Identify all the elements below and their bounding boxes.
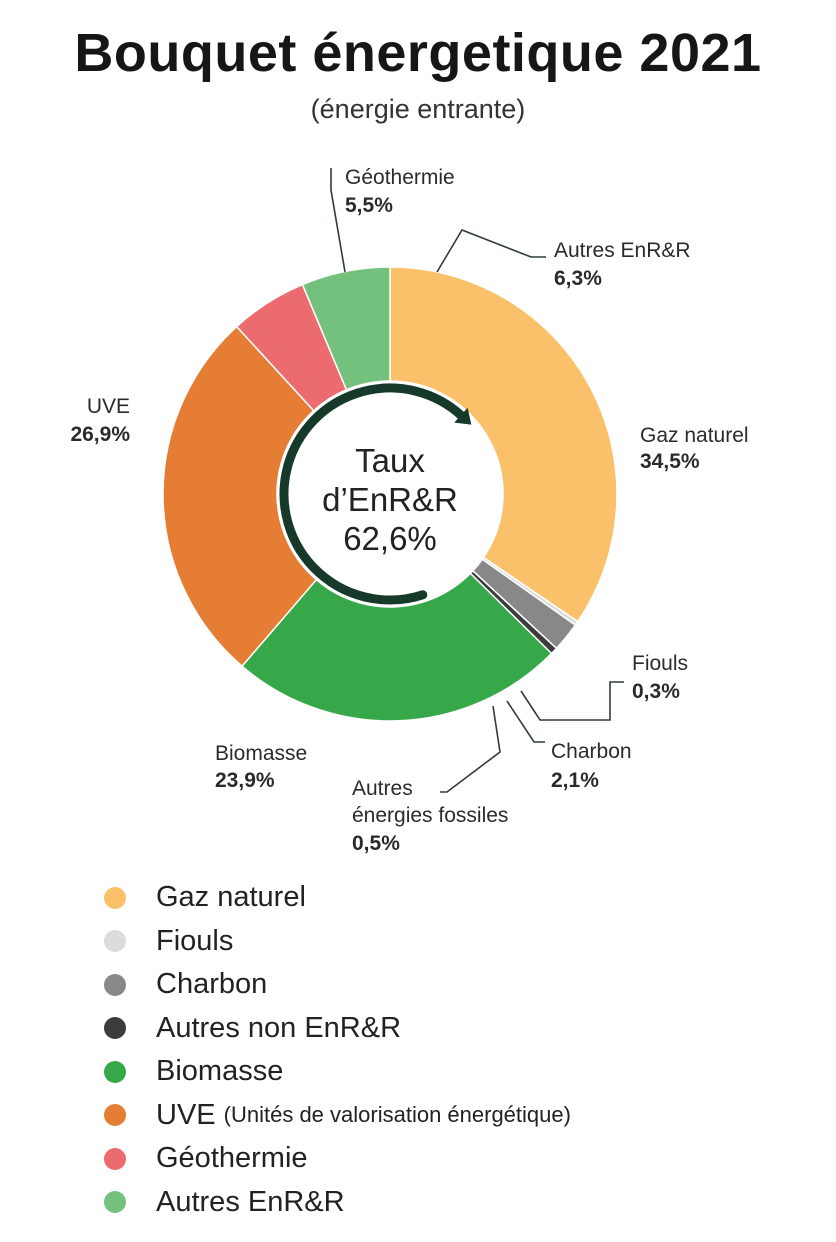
legend-label: Autres non EnR&R [156, 1011, 402, 1044]
legend-swatch [104, 1147, 126, 1170]
legend-label: UVE [156, 1098, 216, 1131]
legend-label: Gaz naturel [156, 881, 306, 914]
label-gaz-label: 34,5% [640, 450, 700, 473]
donut-slices [162, 266, 618, 722]
donut-chart: Gaz naturel 34,5% Fiouls 0,3% Charbon 2,1% Aut… [70, 166, 748, 855]
label-gaz-name: Gaz naturel [640, 424, 749, 447]
legend-item: Biomasse [104, 1050, 571, 1094]
label-autres_fossiles-name2: énergies fossiles [352, 804, 508, 827]
label-autres_enr-label: 6,3% [554, 267, 602, 290]
legend-swatch [104, 886, 126, 909]
legend-swatch [104, 1191, 126, 1214]
label-geo-name: Géothermie [345, 166, 455, 189]
renewable-share-arc [279, 383, 466, 605]
legend-swatch [104, 1060, 126, 1083]
legend-sublabel: (Unités de valorisation énergétique) [223, 1102, 571, 1128]
label-autres_fossiles-label: 0,5% [352, 832, 400, 855]
label-geo-label: 5,5% [345, 194, 393, 217]
label-autres_enr-name: Autres EnR&R [554, 239, 691, 262]
legend: Gaz naturel Fiouls Charbon Autres non EnR&R… [104, 876, 571, 1224]
chart-subtitle: (énergie entrante) [310, 94, 526, 124]
center-line-2: d’EnR&R [322, 481, 458, 518]
legend-label: Fiouls [156, 924, 234, 957]
center-line-1: Taux [355, 442, 425, 479]
label-charbon-name: Charbon [551, 740, 632, 763]
legend-swatch [104, 1104, 126, 1127]
legend-item: Fiouls [104, 920, 571, 964]
label-fiouls-name: Fiouls [632, 652, 688, 675]
leader-autres_fossiles [440, 705, 501, 793]
legend-label: Biomasse [156, 1055, 284, 1088]
leader-autres_enr [436, 229, 546, 273]
chart-title: Bouquet énergetique 2021 [74, 23, 762, 83]
arrow-head-icon [454, 407, 472, 425]
legend-item: UVE (Unités de valorisation énergétique) [104, 1094, 571, 1138]
legend-swatch [104, 1017, 126, 1040]
legend-item: Gaz naturel [104, 876, 571, 920]
label-charbon-label: 2,1% [551, 769, 599, 792]
label-uve-label: 26,9% [70, 423, 130, 446]
label-uve-name: UVE [87, 395, 130, 418]
leader-lines [330, 168, 624, 793]
slice-biomasse [240, 572, 553, 722]
leader-fiouls [520, 681, 624, 721]
legend-label: Autres EnR&R [156, 1185, 345, 1218]
slice-gaz [389, 266, 618, 623]
label-autres_fossiles-name: Autres [352, 777, 413, 800]
label-biomasse-label: 23,9% [215, 769, 275, 792]
legend-swatch [104, 930, 126, 953]
legend-item: Géothermie [104, 1137, 571, 1181]
legend-item: Charbon [104, 963, 571, 1007]
slice-uve [162, 325, 318, 668]
center-line-3: 62,6% [343, 520, 437, 557]
label-fiouls-label: 0,3% [632, 680, 680, 703]
leader-geo [330, 168, 346, 273]
legend-item: Autres EnR&R [104, 1181, 571, 1225]
legend-swatch [104, 973, 126, 996]
slice-labels: Gaz naturel 34,5% Fiouls 0,3% Charbon 2,1% Aut… [70, 166, 748, 855]
slice-autres_enr [301, 266, 391, 391]
leader-charbon [506, 700, 545, 743]
legend-label: Géothermie [156, 1142, 308, 1175]
legend-label: Charbon [156, 968, 268, 1001]
center-label: Taux d’EnR&R 62,6% [279, 383, 472, 605]
legend-item: Autres non EnR&R [104, 1007, 571, 1051]
label-biomasse-name: Biomasse [215, 742, 307, 765]
